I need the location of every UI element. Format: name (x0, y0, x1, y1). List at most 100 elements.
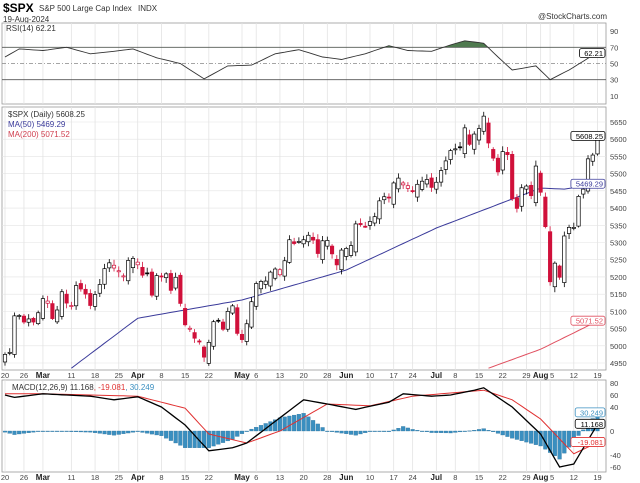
price-panel: 20 26 Mar 11 18 25 Apr 8 15 22 May 6 13 20 28 Jun 10 17 24… (1, 106, 627, 380)
histogram-bar (206, 430, 211, 448)
ma50-value-label: 5469.29 (576, 180, 603, 189)
price-y-tick-label: 5250 (610, 256, 627, 265)
candle-body (410, 190, 415, 192)
price-y-tick-label: 5550 (610, 152, 627, 161)
rsi-y-tick-label: 90 (610, 27, 618, 36)
x-tick-label: 6 (254, 371, 258, 380)
x-tick-label: 26 (20, 473, 28, 482)
candle-body (543, 196, 548, 228)
candle-body (377, 200, 382, 220)
x-tick-label: 12 (570, 371, 578, 380)
candle-body (358, 223, 363, 225)
candle-body (263, 280, 268, 285)
histogram-bar (2, 430, 8, 433)
histogram-bar (372, 430, 377, 432)
candle-body (562, 235, 567, 283)
x-tick-label: 25 (115, 371, 123, 380)
histogram-bar (429, 430, 434, 433)
histogram-bar (225, 430, 230, 442)
candle-body (334, 258, 339, 266)
histogram-bar (69, 430, 74, 432)
histogram-bar (557, 430, 562, 460)
candle-body (192, 332, 197, 339)
index-name: S&P 500 Large Cap Index (39, 4, 132, 13)
candle-body (12, 315, 17, 355)
signal-value-label-box (570, 437, 606, 447)
x-tick-label: 6 (254, 473, 258, 482)
candle-body (320, 240, 325, 260)
macd-value-label-box (574, 418, 606, 429)
x-tick-label: May (234, 371, 250, 380)
candle-body (457, 146, 463, 149)
histogram-bar (282, 416, 287, 432)
histogram-bar (401, 426, 406, 432)
macd-y-tick-label: -40 (610, 451, 621, 460)
histogram-bar (235, 430, 240, 437)
candle-body (74, 285, 79, 307)
candle-body (216, 319, 221, 322)
histogram-bar (130, 430, 136, 433)
x-tick-label: 26 (20, 371, 28, 380)
histogram-bar (21, 430, 27, 434)
price-y-tick-label: 5150 (610, 290, 627, 299)
histogram-bar (102, 430, 107, 435)
candle-body (491, 149, 496, 159)
x-tick-label: 10 (366, 473, 374, 482)
candle-body (439, 170, 444, 183)
candle-body (495, 157, 501, 173)
candle-body (401, 182, 406, 186)
histogram-bar (396, 428, 401, 432)
x-tick-label: 15 (181, 473, 189, 482)
histogram-bar (567, 430, 572, 448)
ma200-line (488, 320, 598, 369)
x-tick-label: 28 (323, 473, 331, 482)
histogram-bar (74, 430, 79, 432)
histogram-bar (244, 430, 249, 432)
histogram-bar (36, 430, 41, 432)
histogram-bar (306, 416, 311, 432)
x-tick-label: 22 (499, 473, 507, 482)
macd-line (4, 387, 599, 468)
candle-body (111, 264, 117, 269)
ma50-line (71, 183, 598, 369)
candle-body (339, 249, 344, 271)
candle-body (239, 334, 245, 340)
signal-value-label: -19.081 (578, 438, 603, 447)
macd-y-tick-label: -60 (610, 463, 621, 472)
candle-body (524, 185, 529, 190)
histogram-bar (420, 430, 425, 432)
x-tick-label: 22 (205, 473, 213, 482)
macd-legend-value: 11.168 (70, 383, 94, 392)
price-y-tick-label: 4950 (610, 359, 627, 368)
x-tick-label: 20 (1, 371, 9, 380)
candle-body (576, 196, 581, 227)
x-tick-label: Apr (131, 473, 145, 482)
histogram-bar (519, 430, 524, 441)
histogram-bar (168, 430, 173, 441)
histogram-bar (500, 430, 505, 436)
x-tick-label: 13 (276, 473, 284, 482)
histogram-bar (377, 430, 382, 432)
candle-body (249, 301, 254, 328)
candle-body (244, 323, 249, 342)
x-tick-label: 18 (91, 473, 99, 482)
histogram-bar (391, 429, 396, 432)
histogram-bar (358, 430, 363, 435)
histogram-bar (552, 430, 557, 456)
price-y-tick-label: 5100 (610, 307, 627, 316)
candle-body (330, 245, 335, 255)
candle-body (69, 305, 74, 307)
price-value-label: 5608.25 (576, 132, 603, 141)
x-tick-label: 8 (453, 473, 457, 482)
x-tick-label: 22 (205, 371, 213, 380)
candle-body (220, 321, 226, 330)
histogram-bar (107, 430, 112, 435)
candle-body (529, 185, 534, 197)
candle-body (481, 115, 486, 132)
rsi-legend: RSI(14) 62.21 (6, 24, 56, 33)
histogram-bar (330, 430, 335, 432)
x-tick-label: 8 (159, 371, 163, 380)
price-y-tick-label: 5500 (610, 170, 627, 179)
x-tick-label: 8 (159, 473, 163, 482)
macd-legend: MACD(12,26,9) 11.168, -19.081, 30.249 (12, 383, 155, 392)
